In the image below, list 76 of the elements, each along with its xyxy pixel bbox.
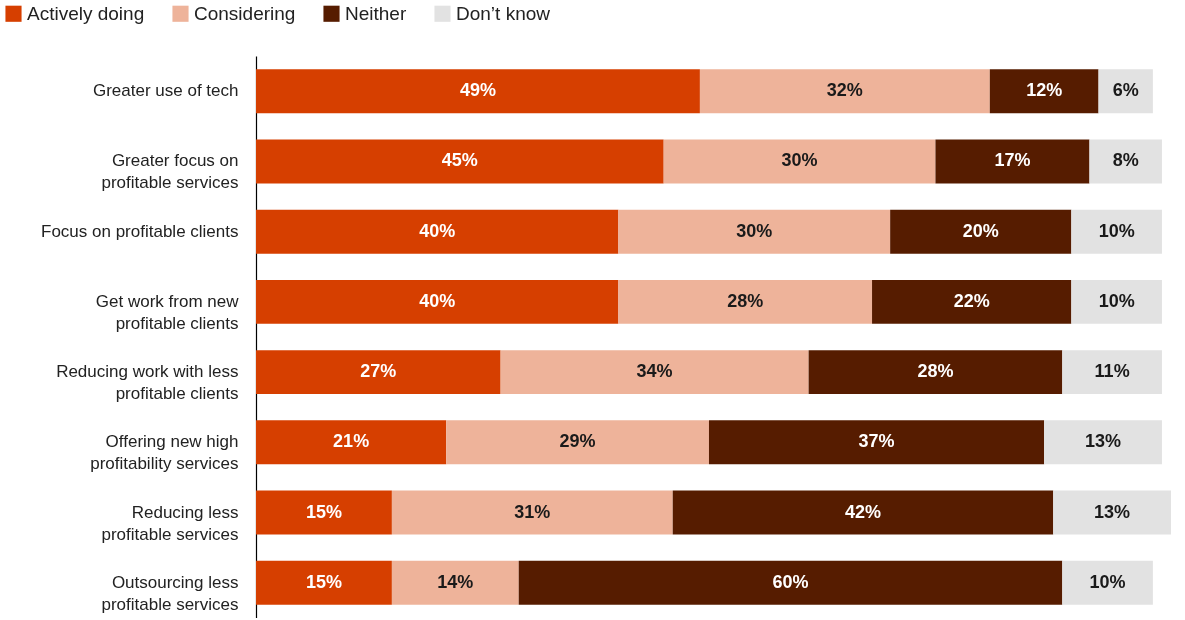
bar xyxy=(500,350,809,395)
legend-label: Actively doing xyxy=(27,2,145,24)
bar xyxy=(872,279,1072,324)
y-tick-label: Focus on profitable clients xyxy=(41,221,239,241)
data-label: 37% xyxy=(858,431,895,452)
data-label: 45% xyxy=(441,150,478,171)
data-label: 28% xyxy=(917,361,954,382)
bar xyxy=(989,69,1099,114)
data-label: 8% xyxy=(1112,150,1139,171)
data-label: 13% xyxy=(1094,501,1131,522)
data-label: 10% xyxy=(1098,290,1135,311)
bar xyxy=(256,139,664,184)
bar xyxy=(518,560,1063,605)
bar xyxy=(1071,279,1162,324)
bar xyxy=(1071,209,1162,254)
bar xyxy=(890,209,1072,254)
data-label: 34% xyxy=(636,361,673,382)
bar xyxy=(256,209,619,254)
legend-label: Don’t know xyxy=(456,2,551,24)
data-label: 6% xyxy=(1112,80,1139,101)
data-label: 29% xyxy=(559,431,596,452)
bar xyxy=(391,560,519,605)
bar xyxy=(663,139,936,184)
y-tick-label: Offering new high profitability services xyxy=(90,432,239,474)
bar xyxy=(391,490,673,535)
y-tick-label: Reducing work with less profitable clients xyxy=(56,362,239,404)
y-tick-label: Outsourcing less profitable services xyxy=(101,572,239,614)
y-tick-label: Greater use of tech xyxy=(92,81,239,101)
data-label: 20% xyxy=(962,220,999,241)
legend-label: Neither xyxy=(345,2,407,24)
bar xyxy=(256,560,392,605)
bar xyxy=(256,69,700,114)
bar xyxy=(1062,560,1153,605)
data-label: 40% xyxy=(419,290,456,311)
y-tick-label: Reducing less profitable services xyxy=(101,502,239,544)
data-label: 27% xyxy=(360,361,397,382)
data-label: 42% xyxy=(844,501,881,522)
data-label: 10% xyxy=(1098,220,1135,241)
data-label: 28% xyxy=(727,290,764,311)
bar xyxy=(618,209,891,254)
bar xyxy=(256,350,501,395)
bar xyxy=(256,420,447,465)
data-label: 40% xyxy=(419,220,456,241)
legend-label: Considering xyxy=(194,2,296,24)
data-label: 21% xyxy=(333,431,370,452)
data-label: 31% xyxy=(514,501,551,522)
bar xyxy=(446,420,709,465)
data-label: 17% xyxy=(994,150,1031,171)
data-label: 12% xyxy=(1026,80,1063,101)
data-label: 49% xyxy=(459,80,496,101)
data-label: 15% xyxy=(305,501,342,522)
data-label: 13% xyxy=(1085,431,1122,452)
data-label: 10% xyxy=(1089,571,1126,592)
data-label: 32% xyxy=(826,80,863,101)
data-label: 22% xyxy=(953,290,990,311)
bar xyxy=(618,279,873,324)
bar xyxy=(256,490,392,535)
data-label: 15% xyxy=(305,571,342,592)
data-label: 14% xyxy=(437,571,474,592)
bar xyxy=(256,279,619,324)
y-tick-label: Get work from new profitable clients xyxy=(95,291,240,333)
bar xyxy=(699,69,990,114)
bar xyxy=(1098,69,1153,114)
y-tick-label: Greater focus on profitable services xyxy=(101,151,239,193)
data-label: 11% xyxy=(1094,361,1130,382)
bar xyxy=(1062,350,1162,395)
bar xyxy=(808,350,1063,395)
bar xyxy=(1089,139,1162,184)
bar xyxy=(672,490,1054,535)
bar xyxy=(1053,490,1171,535)
bar xyxy=(935,139,1090,184)
data-label: 60% xyxy=(772,571,809,592)
bar xyxy=(1044,420,1162,465)
data-label: 30% xyxy=(781,150,818,171)
bar xyxy=(708,420,1045,465)
data-label: 30% xyxy=(736,220,773,241)
